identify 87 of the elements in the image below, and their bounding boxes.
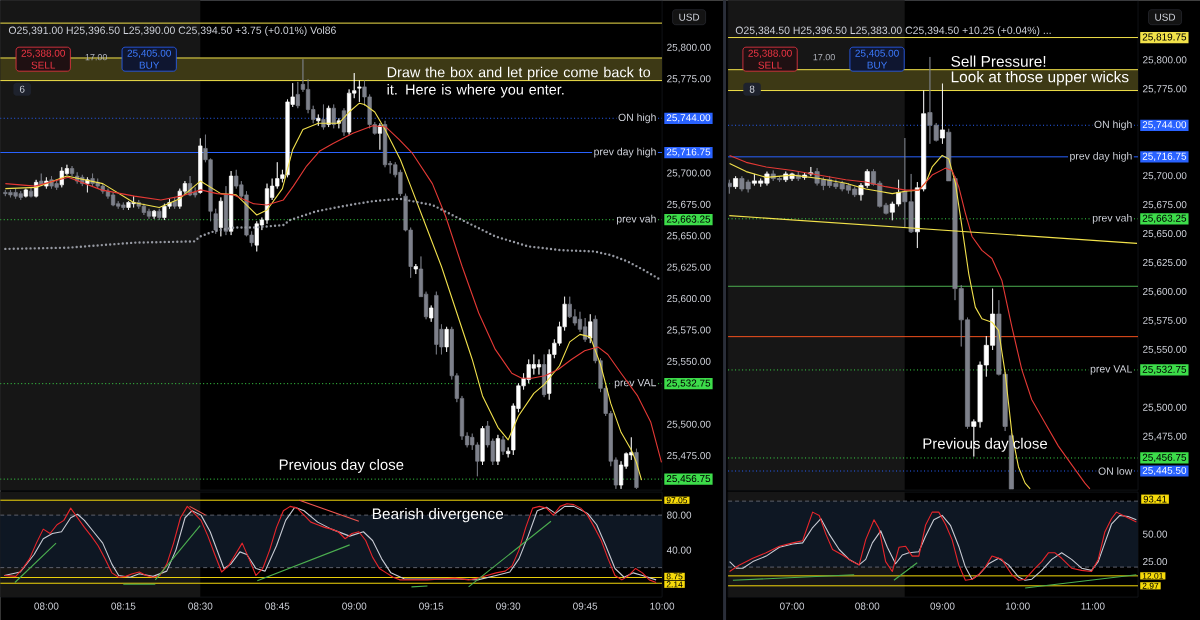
y-tick-label: 25,445.50 xyxy=(1142,466,1187,476)
y-tick-label: 25,475.00 xyxy=(667,452,711,461)
x-tick-label: 09:15 xyxy=(419,602,444,610)
annotation: SELL xyxy=(758,61,782,69)
x-tick-label: 09:00 xyxy=(930,602,955,610)
y-tick-label: 2.14 xyxy=(666,581,683,588)
y-tick-label: 25,800.00 xyxy=(1143,56,1187,65)
y-tick-label: 25,550.00 xyxy=(667,357,711,367)
annotation: 25,405.00 xyxy=(127,49,171,58)
y-tick-label: 25,456.75 xyxy=(1142,453,1187,463)
ref-line-label: ON low xyxy=(1098,467,1133,475)
x-tick-label: 10:00 xyxy=(1005,602,1030,610)
y-tick-label: 25,650.00 xyxy=(667,232,711,241)
y-tick-label: 25,500.00 xyxy=(1143,403,1187,412)
ref-line-label: prev day high xyxy=(1070,151,1132,162)
ref-line-label: prev VAL xyxy=(1090,365,1132,375)
text: O25,391.00 H25,396.50 L25,390.00 C25,394.50 +3.75 (+0.01%) Vol86 xyxy=(8,26,336,37)
annotation: BUY xyxy=(139,61,160,69)
annotation: 6 xyxy=(19,85,25,93)
annotation: Sell Pressure! xyxy=(951,55,1046,67)
y-tick-label: 8.75 xyxy=(666,573,683,580)
y-tick-label: 25,500.00 xyxy=(667,420,711,429)
ref-line-label: prev vah xyxy=(1092,213,1132,224)
x-tick-label: 08:00 xyxy=(34,602,59,610)
annotation: BUY xyxy=(867,61,888,69)
ref-line-label: prev day high xyxy=(594,147,656,158)
x-tick-label: 08:30 xyxy=(188,602,213,610)
y-tick-label: 25,600.00 xyxy=(667,295,711,304)
ref-line-label: ON high xyxy=(618,113,656,124)
y-tick-label: 25,625.00 xyxy=(1143,258,1187,268)
annotation: Bearish divergence xyxy=(372,507,504,523)
y-tick-label: 2.97 xyxy=(1142,582,1159,589)
x-tick-label: 08:00 xyxy=(855,602,880,610)
annotation: 8 xyxy=(749,85,755,93)
y-tick-label: 25,675.00 xyxy=(1143,201,1187,210)
y-tick-label: 25,663.25 xyxy=(666,215,711,224)
y-tick-label: 25,575.00 xyxy=(1143,316,1187,326)
annotation: 17.00 xyxy=(85,53,108,61)
y-tick-label: 25.00 xyxy=(1143,558,1168,566)
y-tick-label: 25,675.00 xyxy=(667,200,711,210)
x-tick-label: 08:15 xyxy=(111,602,136,610)
y-tick-label: 25,475.00 xyxy=(1143,432,1187,441)
annotation: 25,388.00 xyxy=(748,49,792,58)
annotation: 25,388.00 xyxy=(21,49,65,58)
y-tick-label: 25,716.75 xyxy=(1142,152,1187,161)
y-tick-label: 25,744.00 xyxy=(666,114,711,123)
y-tick-label: 25,716.75 xyxy=(666,148,711,157)
y-tick-label: 25,532.75 xyxy=(1142,365,1187,375)
x-tick-label: 09:45 xyxy=(573,602,598,610)
y-tick-label: 25,650.00 xyxy=(1143,229,1187,239)
annotation: 17.00 xyxy=(813,53,835,61)
y-tick-label: 97.05 xyxy=(666,497,688,504)
text: USD xyxy=(1155,13,1176,21)
y-tick-label: 25,700.00 xyxy=(667,169,711,178)
text: 93.41 xyxy=(1143,495,1167,503)
y-tick-label: 40.00 xyxy=(666,546,692,554)
y-tick-label: 25,456.75 xyxy=(666,474,711,484)
annotation: Previous day close xyxy=(279,458,404,473)
y-tick-label: 25,575.00 xyxy=(667,326,711,335)
y-tick-label: 25,819.75 xyxy=(1142,33,1187,42)
annotation: SELL xyxy=(31,61,56,69)
y-tick-label: 50.00 xyxy=(1142,530,1168,538)
annotation: Draw the box and let price come back to it. Here is where you enter. xyxy=(387,66,651,98)
y-tick-label: 25,663.25 xyxy=(1142,214,1187,223)
ref-line-label: ON high xyxy=(1094,120,1132,131)
text: USD xyxy=(679,13,700,21)
y-tick-label: 25,775.00 xyxy=(667,75,711,84)
annotation: 25,405.00 xyxy=(855,49,899,58)
y-tick-label: 25,700.00 xyxy=(1143,172,1187,181)
y-tick-label: 25,550.00 xyxy=(1143,345,1187,355)
text: O25,384.50 H25,396.50 L25,383.00 C25,394.50 +10.25 (+0.04%) ... xyxy=(735,26,1051,37)
x-tick-label: 09:00 xyxy=(342,602,367,610)
x-tick-label: 11:00 xyxy=(1081,602,1105,610)
y-tick-label: 25,625.00 xyxy=(667,263,711,272)
x-tick-label: 10:00 xyxy=(650,602,675,610)
y-tick-label: 25,800.00 xyxy=(667,43,711,53)
x-tick-label: 07:00 xyxy=(779,602,805,610)
ref-line-label: prev vah xyxy=(616,214,656,225)
y-tick-label: 12.01 xyxy=(1142,572,1163,579)
y-tick-label: 80.00 xyxy=(667,511,692,519)
annotation: Look at those upper wicks xyxy=(951,70,1129,86)
x-tick-label: 08:45 xyxy=(265,602,290,610)
y-tick-label: 25,775.00 xyxy=(1143,85,1187,94)
y-tick-label: 25,600.00 xyxy=(1143,287,1187,297)
y-tick-label: 25,744.00 xyxy=(1142,121,1187,130)
x-tick-label: 09:30 xyxy=(496,602,521,610)
y-tick-label: 25,532.75 xyxy=(666,379,711,388)
